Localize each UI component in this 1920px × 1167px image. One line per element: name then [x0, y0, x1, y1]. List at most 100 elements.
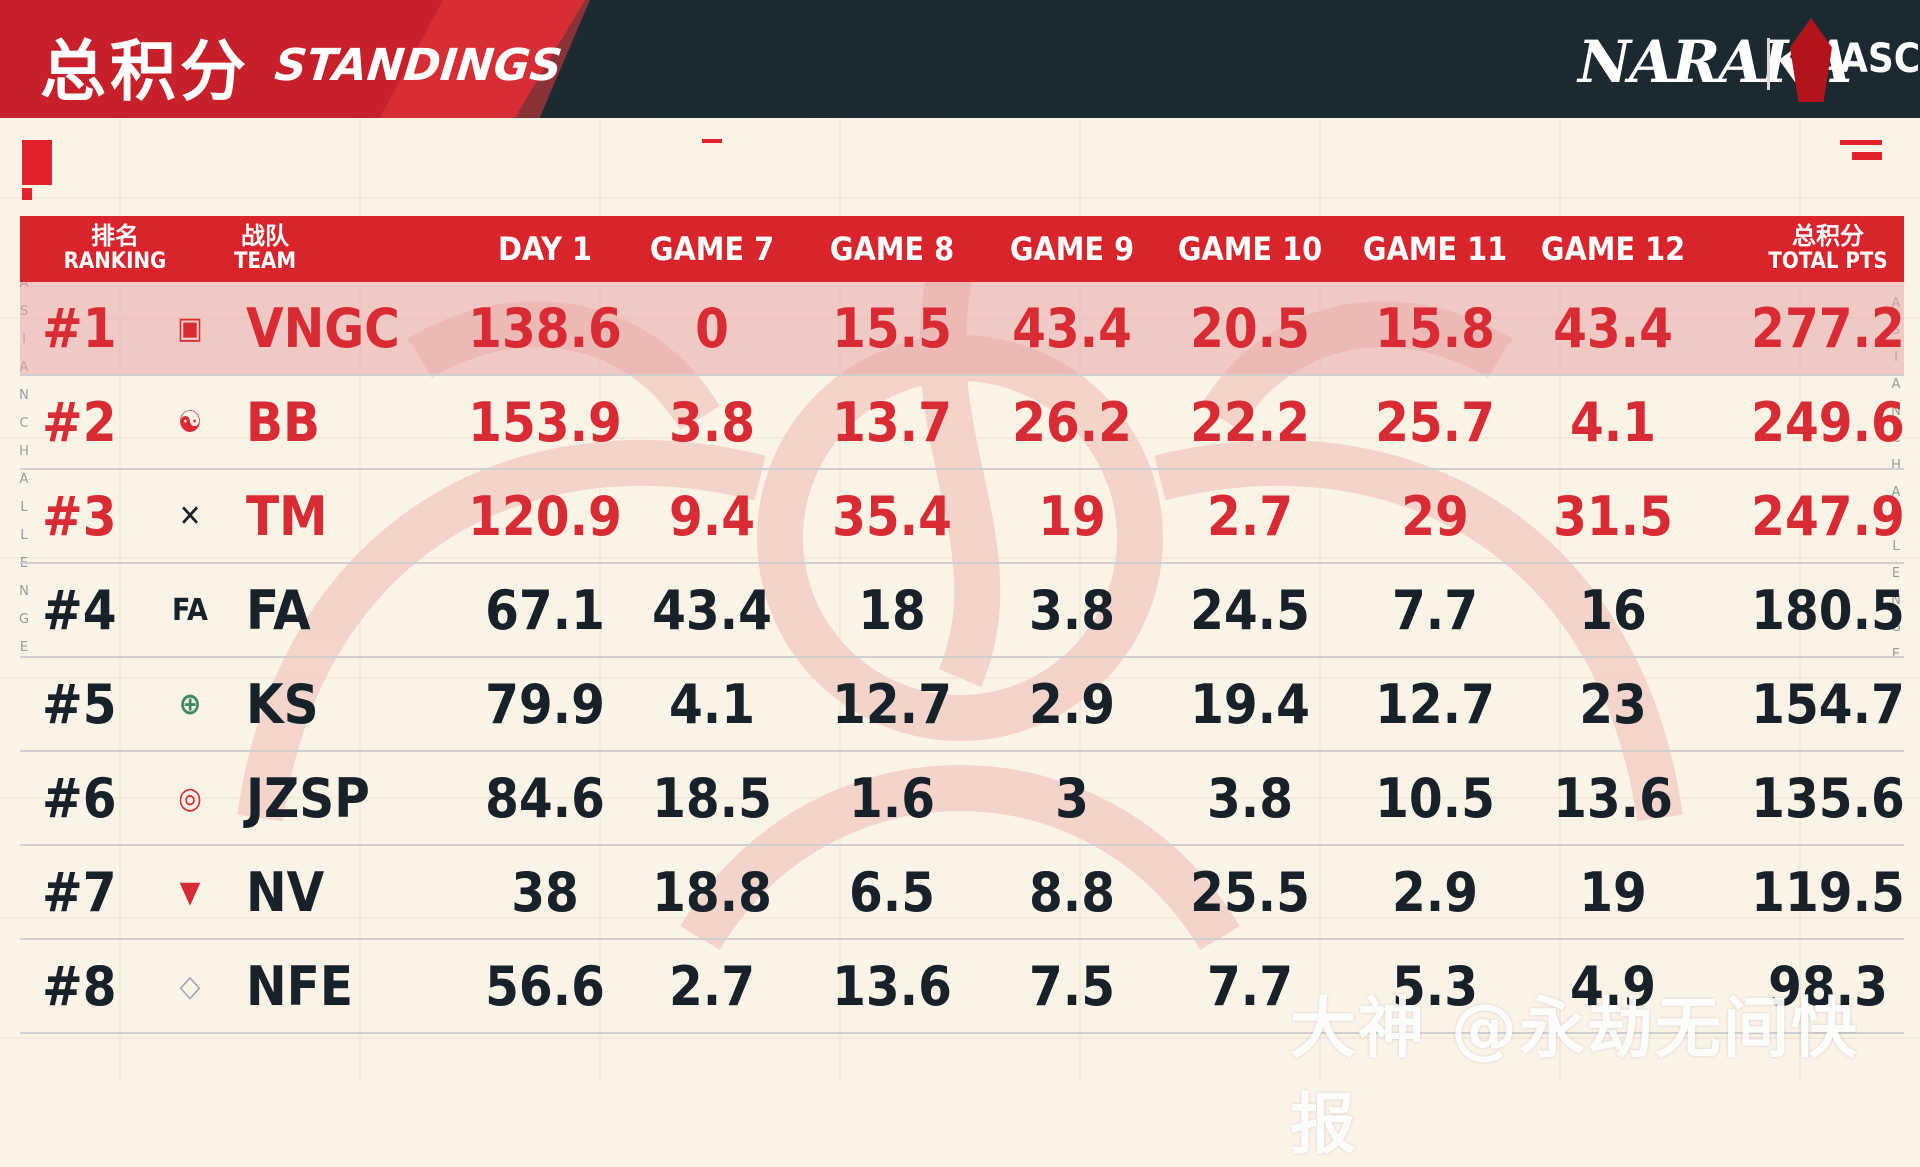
side-letter: N — [19, 584, 29, 599]
day1-score: 138.6 — [468, 296, 622, 360]
g11-score: 12.7 — [1375, 672, 1495, 736]
side-letter: H — [19, 444, 29, 459]
g9-score: 7.5 — [1028, 954, 1116, 1018]
side-letter: L — [1892, 539, 1900, 554]
g10-score: 25.5 — [1190, 860, 1310, 924]
g11-score: 29 — [1401, 484, 1469, 548]
right-marker — [1840, 140, 1882, 145]
total-score: 98.3 — [1768, 954, 1888, 1018]
g12-score: 31.5 — [1553, 484, 1673, 548]
day1-score: 153.9 — [468, 390, 622, 454]
total-score: 180.5 — [1751, 578, 1905, 642]
g10-score: 22.2 — [1190, 390, 1310, 454]
g7-score: 2.7 — [668, 954, 756, 1018]
tm-logo-icon: ✕ — [178, 498, 202, 534]
table-row: #1 ▣ VNGC 138.6 0 15.5 43.4 20.5 15.8 43.4 277.2 — [20, 282, 1905, 376]
total-score: 135.6 — [1751, 766, 1905, 830]
team-logo: ✕ — [158, 470, 222, 562]
right-marker-small — [1852, 152, 1882, 160]
total-score: 247.9 — [1751, 484, 1905, 548]
g10-score: 19.4 — [1190, 672, 1310, 736]
table-row: #4 FA FA 67.1 43.4 18 3.8 24.5 7.7 16 180.5 — [20, 564, 1905, 658]
rank-cell: #7 — [42, 860, 117, 924]
team-name: NFE — [246, 954, 354, 1018]
rank-cell: #6 — [42, 766, 117, 830]
header-game11: GAME 11 — [1362, 230, 1508, 268]
g11-score: 15.8 — [1375, 296, 1495, 360]
page-title-cn: 总积分 — [40, 32, 250, 110]
g7-score: 43.4 — [652, 578, 772, 642]
g8-score: 13.7 — [832, 390, 952, 454]
team-logo: ☯ — [158, 376, 222, 468]
side-letter: L — [20, 528, 28, 543]
g7-score: 9.4 — [668, 484, 756, 548]
corner-marker-small — [22, 188, 32, 200]
page-title-en: STANDINGS — [272, 40, 565, 91]
header-team-en: TEAM — [233, 249, 297, 274]
table-row: #6 ◎ JZSP 84.6 18.5 1.6 3 3.8 10.5 13.6 135.6 — [20, 752, 1905, 846]
table-body: #1 ▣ VNGC 138.6 0 15.5 43.4 20.5 15.8 43.4 277.2 #2… — [20, 282, 1905, 1034]
g9-score: 19 — [1038, 484, 1106, 548]
side-letter: G — [18, 612, 30, 627]
team-name: BB — [246, 390, 321, 454]
center-marker — [702, 139, 722, 143]
team-name: JZSP — [246, 766, 370, 830]
header-ranking-cn: 排名 — [91, 221, 139, 250]
team-name: NV — [246, 860, 325, 924]
header-game7: GAME 7 — [649, 230, 775, 268]
side-letter: N — [19, 388, 29, 403]
bb-logo-icon: ☯ — [177, 404, 203, 440]
g12-score: 23 — [1579, 672, 1647, 736]
nfe-logo-icon: ◇ — [179, 968, 201, 1004]
standings-table: 排名 RANKING 战队 TEAM DAY 1 GAME 7 GAME 8 G… — [20, 216, 1905, 1034]
side-letter: N — [1891, 404, 1901, 419]
g8-score: 35.4 — [832, 484, 952, 548]
team-name: KS — [246, 672, 319, 736]
team-logo: FA — [158, 564, 222, 656]
header-total-en: TOTAL PTS — [1768, 249, 1888, 274]
rank-cell: #2 — [42, 390, 117, 454]
g8-score: 15.5 — [832, 296, 952, 360]
g8-score: 13.6 — [832, 954, 952, 1018]
g7-score: 4.1 — [668, 672, 756, 736]
rank-cell: #8 — [42, 954, 117, 1018]
g10-score: 2.7 — [1206, 484, 1294, 548]
g9-score: 3.8 — [1028, 578, 1116, 642]
g10-score: 24.5 — [1190, 578, 1310, 642]
team-logo: ▼ — [158, 846, 222, 938]
rank-cell: #4 — [42, 578, 117, 642]
day1-score: 120.9 — [468, 484, 622, 548]
header-day1: DAY 1 — [497, 230, 592, 268]
header-game9: GAME 9 — [1009, 230, 1135, 268]
side-letter: L — [1892, 512, 1900, 527]
g8-score: 12.7 — [832, 672, 952, 736]
g12-score: 13.6 — [1553, 766, 1673, 830]
header-game12: GAME 12 — [1540, 230, 1686, 268]
team-logo: ◇ — [158, 940, 222, 1032]
side-letter: A — [1891, 485, 1901, 500]
g9-score: 3 — [1055, 766, 1089, 830]
g11-score: 7.7 — [1391, 578, 1479, 642]
table-row: #5 ⊕ KS 79.9 4.1 12.7 2.9 19.4 12.7 23 154.7 — [20, 658, 1905, 752]
side-letter: L — [20, 500, 28, 515]
g11-score: 5.3 — [1391, 954, 1479, 1018]
kingsman-logo-icon: ⊕ — [178, 686, 202, 722]
g12-score: 19 — [1579, 860, 1647, 924]
side-letter: E — [19, 640, 29, 655]
g12-score: 16 — [1579, 578, 1647, 642]
header-total: 总积分 TOTAL PTS — [1748, 216, 1908, 282]
g9-score: 8.8 — [1028, 860, 1116, 924]
day1-score: 67.1 — [485, 578, 605, 642]
g7-score: 18.8 — [652, 860, 772, 924]
table-row: #7 ▼ NV 38 18.8 6.5 8.8 25.5 2.9 19 119.5 — [20, 846, 1905, 940]
total-score: 154.7 — [1751, 672, 1905, 736]
side-letter: G — [1890, 620, 1902, 635]
total-score: 277.2 — [1751, 296, 1905, 360]
g12-score: 4.9 — [1569, 954, 1657, 1018]
g11-score: 10.5 — [1375, 766, 1495, 830]
g10-score: 20.5 — [1190, 296, 1310, 360]
asc-logo-text: ASC — [1840, 36, 1920, 82]
team-logo: ◎ — [158, 752, 222, 844]
team-name: TM — [246, 484, 328, 548]
side-letter: E — [1891, 647, 1901, 662]
